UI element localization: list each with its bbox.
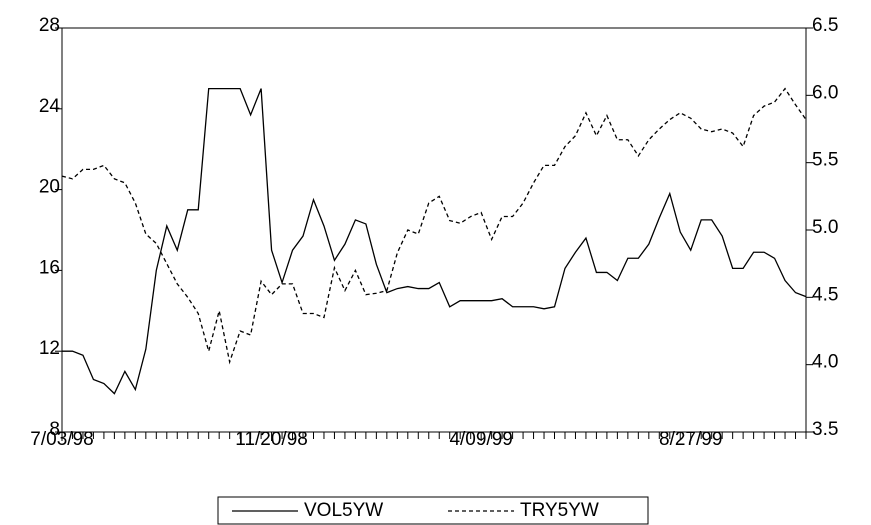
y2-tick-label: 4.5 xyxy=(812,284,838,305)
y2-tick-label: 5.0 xyxy=(812,217,838,238)
series-line xyxy=(61,87,807,365)
plot-frame xyxy=(61,27,807,433)
legend-label: TRY5YW xyxy=(520,500,599,521)
legend-box xyxy=(217,496,649,525)
y2-tick-label: 5.5 xyxy=(812,150,838,171)
y-tick-label: 8 xyxy=(49,419,60,440)
y-tick-label: 24 xyxy=(39,96,61,117)
y2-tick-label: 3.5 xyxy=(812,419,838,440)
y-tick-label: 12 xyxy=(39,338,60,359)
y2-tick-label: 6.0 xyxy=(812,82,838,103)
x-tick-label: 11/20/98 xyxy=(235,429,308,450)
legend-label: VOL5YW xyxy=(304,500,383,521)
x-tick-label: 7/03/98 xyxy=(30,429,93,450)
y-tick-label: 16 xyxy=(39,257,60,278)
y2-tick-label: 4.0 xyxy=(812,352,838,373)
x-tick-label: 4/09/99 xyxy=(449,429,512,450)
y-tick-label: 28 xyxy=(39,15,60,36)
y2-tick-label: 6.5 xyxy=(812,15,838,36)
y-tick-label: 20 xyxy=(39,177,60,198)
series-line xyxy=(62,87,807,395)
x-tick-label: 8/27/99 xyxy=(659,429,722,450)
